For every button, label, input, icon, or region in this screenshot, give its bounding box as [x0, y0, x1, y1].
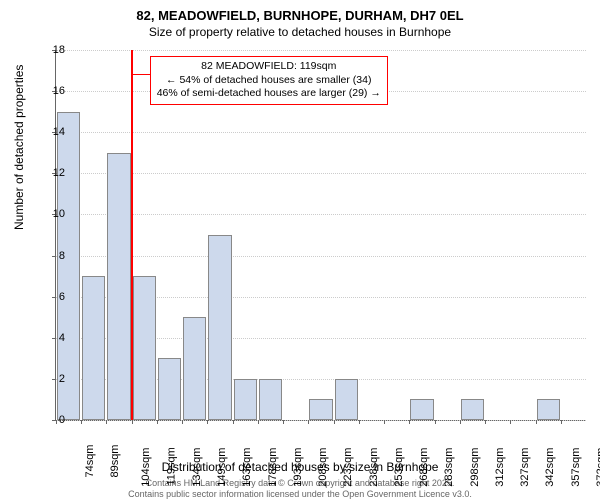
chart-title-line1: 82, MEADOWFIELD, BURNHOPE, DURHAM, DH7 0… [0, 0, 600, 23]
histogram-bar [82, 276, 105, 420]
x-tick-mark [182, 420, 183, 424]
x-tick-label: 119sqm [165, 447, 177, 485]
y-axis-label: Number of detached properties [12, 65, 26, 230]
y-tick-label: 12 [35, 167, 65, 179]
x-tick-label: 342sqm [544, 448, 556, 487]
x-tick-mark [207, 420, 208, 424]
x-tick-label: 178sqm [267, 448, 279, 487]
x-tick-mark [81, 420, 82, 424]
histogram-bar [259, 379, 282, 420]
annotation-connector [132, 74, 150, 75]
x-tick-label: 223sqm [343, 448, 355, 487]
gridline [56, 50, 586, 51]
histogram-bar [183, 317, 206, 420]
x-tick-mark [359, 420, 360, 424]
x-tick-mark [510, 420, 511, 424]
footer-line2: Contains public sector information licen… [0, 489, 600, 500]
histogram-bar [234, 379, 257, 420]
chart-title-line2: Size of property relative to detached ho… [0, 23, 600, 39]
x-tick-mark [283, 420, 284, 424]
x-tick-label: 208sqm [317, 448, 329, 487]
chart-container: 82, MEADOWFIELD, BURNHOPE, DURHAM, DH7 0… [0, 0, 600, 500]
histogram-bar [537, 399, 560, 420]
x-tick-label: 312sqm [494, 448, 506, 487]
gridline [56, 420, 586, 421]
gridline [56, 173, 586, 174]
y-tick-label: 16 [35, 85, 65, 97]
x-tick-mark [409, 420, 410, 424]
y-tick-label: 10 [35, 208, 65, 220]
x-tick-mark [485, 420, 486, 424]
x-tick-mark [536, 420, 537, 424]
plot-area: 82 MEADOWFIELD: 119sqm← 54% of detached … [55, 50, 586, 421]
x-tick-mark [233, 420, 234, 424]
x-tick-mark [308, 420, 309, 424]
histogram-bar [335, 379, 358, 420]
x-tick-label: 163sqm [242, 448, 254, 487]
x-tick-label: 104sqm [141, 448, 153, 487]
x-tick-label: 74sqm [84, 445, 96, 478]
gridline [56, 132, 586, 133]
x-tick-label: 134sqm [191, 448, 203, 487]
x-tick-label: 268sqm [418, 448, 430, 487]
x-tick-mark [157, 420, 158, 424]
histogram-bar [107, 153, 130, 420]
annotation-box: 82 MEADOWFIELD: 119sqm← 54% of detached … [150, 56, 388, 105]
y-tick-label: 14 [35, 126, 65, 138]
gridline [56, 256, 586, 257]
gridline [56, 214, 586, 215]
x-tick-mark [258, 420, 259, 424]
y-tick-label: 4 [35, 332, 65, 344]
y-tick-label: 8 [35, 250, 65, 262]
x-tick-label: 283sqm [443, 448, 455, 487]
y-tick-label: 2 [35, 373, 65, 385]
y-tick-label: 18 [35, 44, 65, 56]
x-tick-mark [435, 420, 436, 424]
x-tick-label: 357sqm [570, 448, 582, 487]
x-tick-mark [106, 420, 107, 424]
histogram-bar [133, 276, 156, 420]
y-tick-label: 6 [35, 291, 65, 303]
x-tick-label: 327sqm [519, 448, 531, 487]
x-tick-label: 372sqm [595, 448, 600, 487]
x-tick-mark [132, 420, 133, 424]
histogram-bar [410, 399, 433, 420]
x-tick-label: 149sqm [216, 448, 228, 487]
histogram-bar [208, 235, 231, 420]
y-tick-label: 0 [35, 414, 65, 426]
histogram-bar [158, 358, 181, 420]
x-tick-label: 193sqm [292, 448, 304, 487]
annotation-line1: 82 MEADOWFIELD: 119sqm [157, 60, 381, 74]
x-tick-mark [460, 420, 461, 424]
x-tick-mark [334, 420, 335, 424]
x-tick-label: 298sqm [469, 448, 481, 487]
x-tick-label: 253sqm [393, 448, 405, 487]
x-tick-label: 238sqm [368, 448, 380, 487]
x-tick-mark [561, 420, 562, 424]
histogram-bar [461, 399, 484, 420]
marker-line [131, 50, 133, 420]
x-tick-label: 89sqm [109, 445, 121, 478]
annotation-line3: 46% of semi-detached houses are larger (… [157, 87, 381, 101]
histogram-bar [309, 399, 332, 420]
annotation-line2: ← 54% of detached houses are smaller (34… [157, 74, 381, 88]
x-tick-mark [384, 420, 385, 424]
